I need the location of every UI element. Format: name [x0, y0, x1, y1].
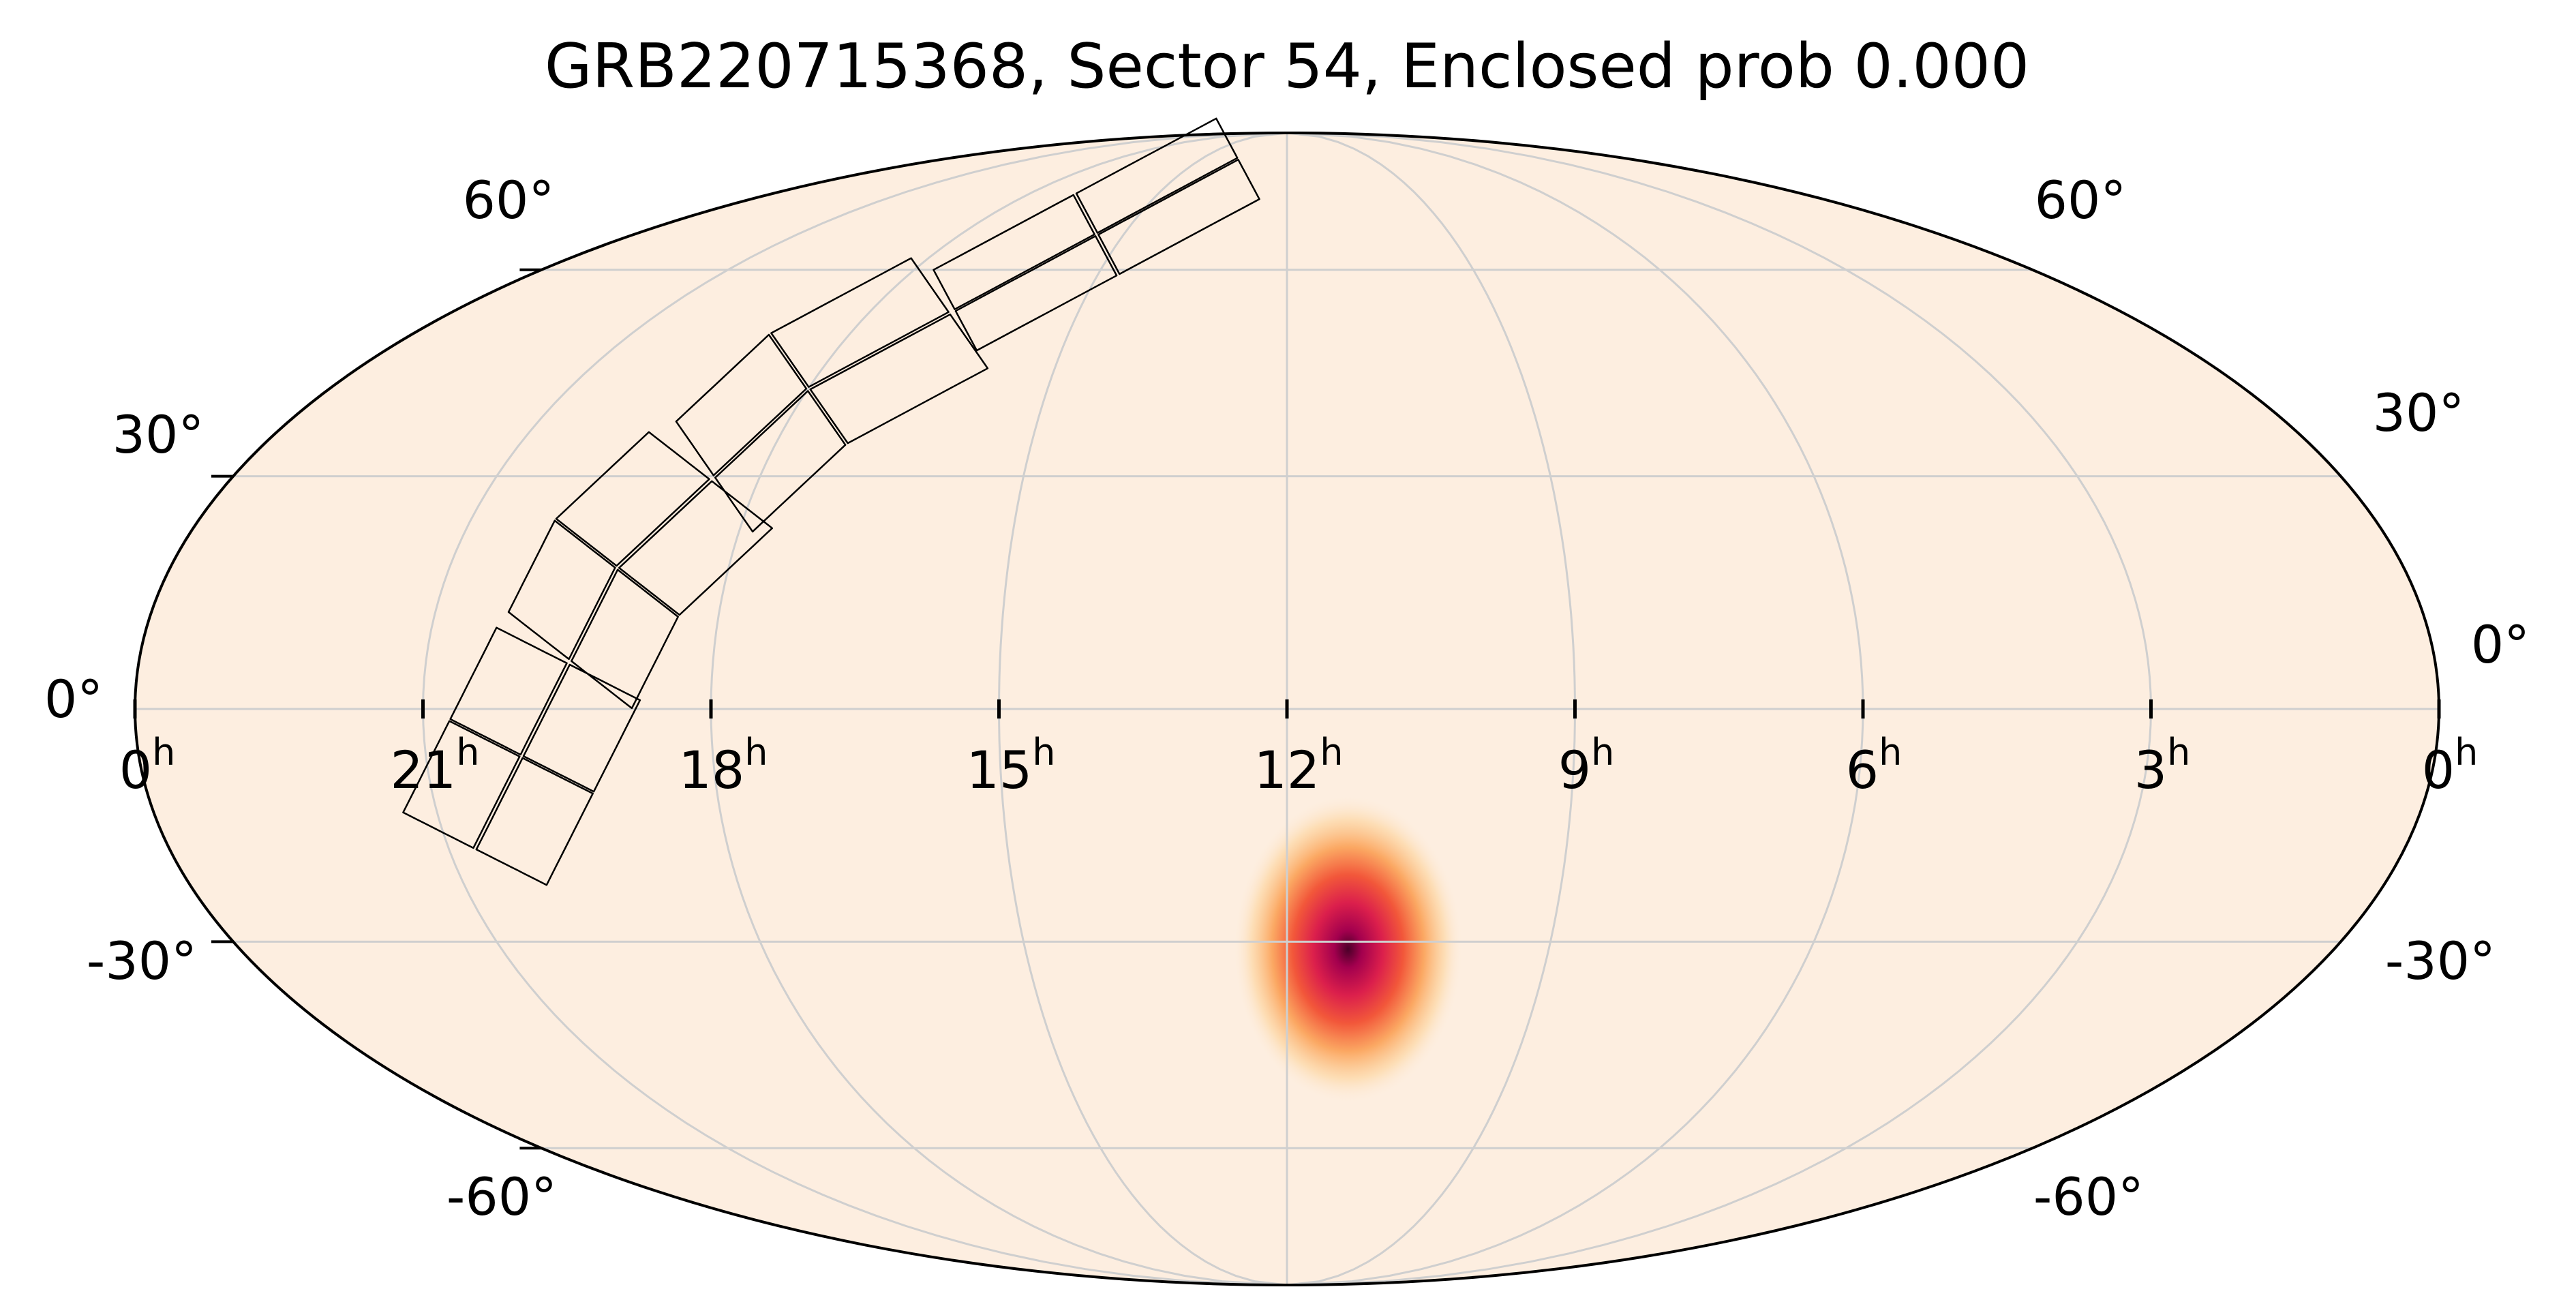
tess-ccd-outline — [618, 480, 774, 616]
tess-ccd-outline — [522, 663, 641, 793]
dec-label-right-neg30: -30° — [2385, 931, 2496, 991]
tess-ccd-outline — [714, 390, 847, 533]
dec-label-left-neg30: -30° — [87, 931, 197, 991]
dec-axis-labels-right: 60° 30° 0° -30° -60° — [2033, 170, 2530, 1227]
tess-ccd-outline — [555, 431, 710, 567]
tess-ccd-outline — [933, 194, 1095, 310]
dec-label-right-30: 30° — [2373, 382, 2465, 443]
dec-label-right-60: 60° — [2035, 170, 2127, 230]
dec-label-left-60: 60° — [463, 170, 555, 230]
ra-label-3: 3h — [2134, 731, 2191, 800]
tess-ccd-outline — [1097, 158, 1260, 275]
ra-axis-labels: 0h 21h 18h 15h 12h 9h 6h 3h 0h — [119, 731, 2479, 800]
dec-label-left-0: 0° — [44, 669, 103, 729]
tess-ccd-outline — [507, 519, 616, 661]
dec-axis-labels-left: 60° 30° 0° -30° -60° — [44, 170, 557, 1227]
ra-label-0-left: 0h — [119, 731, 176, 800]
probability-blob — [1232, 794, 1464, 1104]
ra-label-6: 6h — [1846, 731, 1903, 800]
tess-ccd-outline — [449, 626, 568, 756]
ra-label-21: 21h — [391, 731, 480, 800]
dec-label-left-30: 30° — [112, 404, 204, 465]
tess-ccd-outline — [809, 313, 989, 444]
ra-label-18: 18h — [679, 731, 768, 800]
dec-label-right-0: 0° — [2471, 614, 2530, 675]
tess-ccd-outline — [402, 720, 521, 849]
ra-label-0-right: 0h — [2422, 731, 2479, 800]
probability-region — [1232, 794, 1464, 1104]
tess-ccd-outline — [954, 235, 1118, 352]
tess-ccd-outline — [475, 757, 594, 886]
tess-ccd-outline — [770, 257, 950, 388]
ra-label-15: 15h — [967, 731, 1056, 800]
tess-ccd-outline — [675, 333, 808, 477]
dec-label-right-neg60: -60° — [2033, 1166, 2144, 1227]
tess-ccd-outline — [1075, 117, 1239, 234]
ra-label-9: 9h — [1558, 731, 1615, 800]
tess-sector-footprint — [402, 117, 1260, 886]
ra-label-12: 12h — [1254, 731, 1344, 800]
tess-ccd-outline — [571, 569, 679, 710]
axis-ticks — [133, 268, 2441, 1150]
map-title: GRB220715368, Sector 54, Enclosed prob 0… — [545, 31, 2029, 102]
dec-label-left-neg60: -60° — [446, 1166, 557, 1227]
